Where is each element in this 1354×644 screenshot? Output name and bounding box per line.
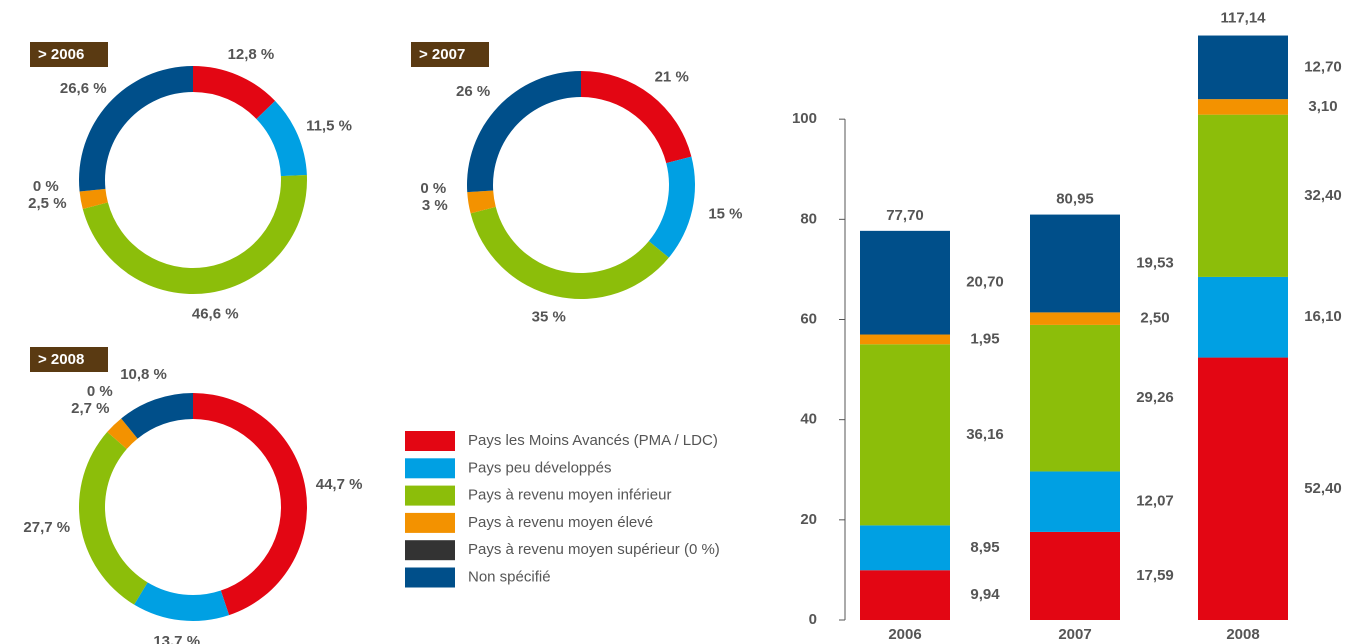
bar-segment: [1030, 471, 1120, 532]
bar-segment: [1198, 357, 1288, 620]
donut-title: > 2008: [38, 351, 84, 368]
donut-label: 0 %: [87, 383, 113, 400]
donut-label: 35 %: [532, 309, 566, 326]
bar-segment: [1198, 35, 1288, 100]
bar-segment: [1198, 114, 1288, 277]
bar-value-label: 9,94: [970, 586, 1000, 603]
donut-slice: [82, 174, 307, 294]
donut-label: 11,5 %: [306, 117, 352, 134]
y-tick-label: 100: [792, 110, 817, 127]
donut-label: 12,8 %: [228, 46, 275, 63]
donut-slice: [467, 190, 496, 214]
legend-label: Pays à revenu moyen inférieur: [468, 487, 671, 504]
donut-slice: [134, 582, 230, 621]
bar-value-label: 29,26: [1136, 389, 1174, 406]
donut-label: 44,7 %: [316, 476, 363, 493]
legend-swatch: [405, 567, 455, 588]
donut-slice: [467, 71, 581, 193]
bar-value-label: 12,70: [1304, 58, 1342, 75]
donut-label: 3 %: [422, 197, 448, 214]
legend-swatch: [405, 485, 455, 506]
year-badge: [30, 347, 108, 372]
donut-slice: [79, 431, 148, 605]
donut-slice: [470, 206, 669, 299]
legend-label: Non spécifié: [468, 568, 551, 585]
bar-segment: [860, 570, 950, 620]
y-tick-label: 20: [800, 511, 817, 528]
bar-segment: [860, 230, 950, 335]
bar-value-label: 20,70: [966, 274, 1004, 291]
donut-label: 10,8 %: [120, 366, 167, 383]
legend-label: Pays à revenu moyen supérieur (0 %): [468, 541, 720, 558]
bar-value-label: 3,10: [1308, 98, 1337, 115]
donut-slice: [581, 71, 692, 164]
donut-label: 0 %: [33, 178, 59, 195]
donut-label: 27,7 %: [23, 519, 70, 536]
donut-slice: [256, 100, 307, 177]
bar-segment: [1198, 276, 1288, 358]
bar-segment: [860, 334, 950, 345]
donut-slice: [648, 156, 695, 258]
legend-label: Pays les Moins Avancés (PMA / LDC): [468, 432, 718, 449]
bar-segment: [1030, 531, 1120, 620]
bar-value-label: 8,95: [970, 539, 999, 556]
bar-value-label: 17,59: [1136, 567, 1174, 584]
bar-value-label: 52,40: [1304, 480, 1342, 497]
year-badge: [411, 42, 489, 67]
donut-label: 13,7 %: [153, 633, 200, 644]
donut-slice: [193, 66, 276, 119]
bar-value-label: 36,16: [966, 426, 1004, 443]
bar-segment: [1030, 214, 1120, 313]
donut-label: 2,7 %: [71, 400, 109, 417]
donut-label: 26,6 %: [60, 80, 107, 97]
legend-swatch: [405, 458, 455, 479]
donut-label: 21 %: [655, 69, 689, 86]
bar-total-label: 77,70: [886, 207, 924, 224]
y-tick-label: 60: [800, 310, 817, 327]
donut-label: 46,6 %: [192, 305, 239, 322]
donut-slice: [121, 393, 193, 439]
donut-label: 0 %: [420, 180, 446, 197]
donut-slice: [78, 66, 193, 192]
donut-label: 2,5 %: [28, 195, 66, 212]
x-tick-label: 2006: [888, 626, 921, 643]
year-badge: [30, 42, 108, 67]
bar-segment: [860, 525, 950, 571]
bar-value-label: 2,50: [1140, 310, 1169, 327]
legend-swatch: [405, 512, 455, 533]
x-tick-label: 2007: [1058, 626, 1091, 643]
legend-label: Pays peu développés: [468, 459, 611, 476]
bar-segment: [1198, 99, 1288, 115]
bar-value-label: 16,10: [1304, 308, 1342, 325]
donut-slice: [193, 393, 307, 616]
legend-swatch: [405, 540, 455, 561]
donut-title: > 2007: [419, 46, 465, 63]
x-tick-label: 2008: [1226, 626, 1259, 643]
y-tick-label: 40: [800, 411, 817, 428]
legend-label: Pays à revenu moyen élevé: [468, 514, 653, 531]
y-tick-label: 80: [800, 210, 817, 227]
legend-swatch: [405, 431, 455, 451]
y-tick-label: 0: [809, 611, 817, 628]
donut-slice: [79, 188, 108, 210]
donut-slice: [107, 418, 138, 450]
donut-label: 26 %: [456, 83, 490, 100]
donut-label: 15 %: [708, 206, 742, 223]
bar-segment: [1030, 312, 1120, 325]
bar-value-label: 1,95: [970, 330, 999, 347]
bar-segment: [1030, 324, 1120, 472]
donut-title: > 2006: [38, 46, 84, 63]
bar-total-label: 80,95: [1056, 191, 1094, 208]
bar-value-label: 32,40: [1304, 187, 1342, 204]
bar-value-label: 19,53: [1136, 254, 1174, 271]
bar-total-label: 117,14: [1220, 9, 1266, 26]
bar-value-label: 12,07: [1136, 493, 1174, 510]
bar-segment: [860, 344, 950, 526]
